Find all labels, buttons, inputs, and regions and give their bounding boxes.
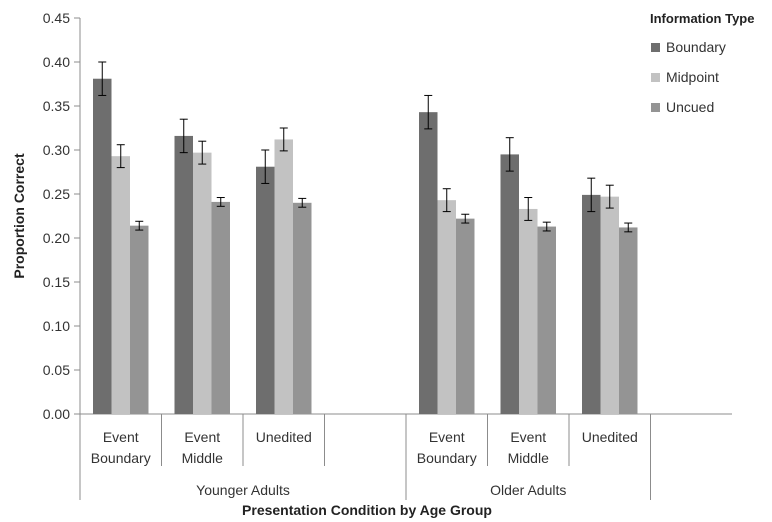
bar-boundary xyxy=(174,135,193,415)
x-category-label: Boundary xyxy=(91,450,151,466)
legend-swatch xyxy=(651,73,660,82)
bar-uncued xyxy=(293,202,312,414)
bar-boundary xyxy=(500,154,519,414)
x-axis-title: Presentation Condition by Age Group xyxy=(242,502,492,518)
y-tick-label: 0.00 xyxy=(43,406,70,422)
y-tick-label: 0.35 xyxy=(43,98,70,114)
legend-label: Uncued xyxy=(666,99,714,115)
legend-swatch xyxy=(651,43,660,52)
x-group-label: Older Adults xyxy=(490,482,566,498)
bar-midpoint xyxy=(193,152,212,414)
legend-title: Information Type xyxy=(650,11,754,26)
y-tick-label: 0.20 xyxy=(43,230,70,246)
x-category-label: Middle xyxy=(182,450,223,466)
y-tick-label: 0.05 xyxy=(43,362,70,378)
bar-uncued xyxy=(619,227,638,414)
x-category-label: Event xyxy=(429,429,465,445)
bar-boundary xyxy=(93,78,112,414)
x-category-label: Unedited xyxy=(582,429,638,445)
bar-boundary xyxy=(419,112,438,414)
x-category-label: Middle xyxy=(508,450,549,466)
bar-midpoint xyxy=(274,139,293,414)
x-category-label: Event xyxy=(510,429,546,445)
bar-midpoint xyxy=(437,200,456,414)
y-axis-title: Proportion Correct xyxy=(11,153,27,279)
bar-boundary xyxy=(256,166,275,414)
y-tick-label: 0.10 xyxy=(43,318,70,334)
x-category-label: Event xyxy=(184,429,220,445)
x-category-label: Event xyxy=(103,429,139,445)
y-tick-label: 0.15 xyxy=(43,274,70,290)
bar-uncued xyxy=(130,225,149,414)
bar-boundary xyxy=(582,194,601,414)
bar-uncued xyxy=(456,218,475,414)
y-tick-label: 0.30 xyxy=(43,142,70,158)
legend-label: Midpoint xyxy=(666,69,719,85)
x-category-label: Unedited xyxy=(256,429,312,445)
y-tick-label: 0.40 xyxy=(43,54,70,70)
bar-midpoint xyxy=(519,208,538,414)
y-tick-label: 0.45 xyxy=(43,10,70,26)
bar-uncued xyxy=(211,201,230,414)
legend-swatch xyxy=(651,103,660,112)
y-tick-label: 0.25 xyxy=(43,186,70,202)
legend-label: Boundary xyxy=(666,39,726,55)
bar-uncued xyxy=(537,226,556,414)
bar-midpoint xyxy=(600,196,619,414)
bar-midpoint xyxy=(111,156,130,414)
x-category-label: Boundary xyxy=(417,450,477,466)
x-group-label: Younger Adults xyxy=(196,482,290,498)
